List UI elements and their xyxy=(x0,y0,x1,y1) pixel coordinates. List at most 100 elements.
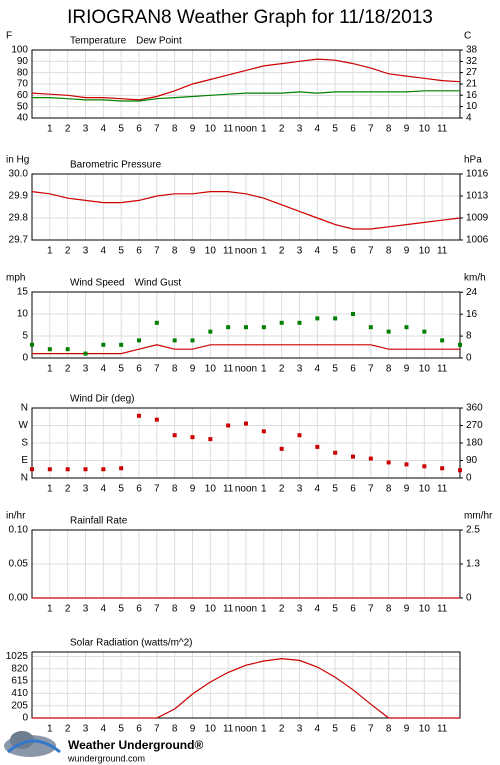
x-tick-label: 4 xyxy=(315,604,321,615)
x-tick-label: 4 xyxy=(315,484,321,495)
marker xyxy=(30,467,34,472)
x-tick-label: 8 xyxy=(172,484,178,495)
x-tick-label: 5 xyxy=(118,364,124,375)
x-tick-label: 10 xyxy=(419,246,431,257)
x-tick-label: 7 xyxy=(368,364,374,375)
x-tick-label: 6 xyxy=(136,484,142,495)
x-tick-label: 4 xyxy=(315,246,321,257)
x-tick-label: noon xyxy=(235,604,257,615)
x-tick-label: 1 xyxy=(47,484,53,495)
y2-tick-label: 10 xyxy=(466,101,478,112)
y-tick-label: 0 xyxy=(22,713,28,724)
y-tick-label: 29.8 xyxy=(9,213,29,224)
x-tick-label: 10 xyxy=(205,604,217,615)
y-tick-label: 40 xyxy=(17,113,29,124)
x-tick-label: 6 xyxy=(350,246,356,257)
x-tick-label: 3 xyxy=(297,124,303,135)
marker xyxy=(190,435,195,440)
marker xyxy=(404,325,409,330)
x-tick-label: 10 xyxy=(205,724,217,735)
x-tick-label: 11 xyxy=(437,484,448,495)
x-tick-label: 1 xyxy=(47,724,53,735)
x-tick-label: 8 xyxy=(386,484,392,495)
y2-tick-label: 1013 xyxy=(466,191,489,202)
x-tick-label: 4 xyxy=(101,604,107,615)
x-tick-label: 8 xyxy=(386,124,392,135)
x-tick-label: 11 xyxy=(437,604,448,615)
y2-tick-label: 1006 xyxy=(466,235,489,246)
x-tick-label: 2 xyxy=(279,604,285,615)
marker xyxy=(172,338,177,343)
legend-label: Wind Speed xyxy=(70,278,124,289)
y-tick-label: 0 xyxy=(22,353,28,364)
marker xyxy=(297,433,302,438)
x-tick-label: 5 xyxy=(118,604,124,615)
marker xyxy=(333,450,338,455)
x-tick-label: 8 xyxy=(386,246,392,257)
x-tick-label: 2 xyxy=(65,124,71,135)
x-tick-label: 10 xyxy=(419,364,431,375)
marker xyxy=(404,462,409,467)
marker xyxy=(279,446,284,451)
x-tick-label: 7 xyxy=(368,124,374,135)
marker xyxy=(244,325,248,330)
x-tick-label: 8 xyxy=(386,604,392,615)
y-tick-label: 60 xyxy=(17,90,29,101)
x-tick-label: 10 xyxy=(205,124,217,135)
x-tick-label: 1 xyxy=(261,484,267,495)
x-tick-label: 1 xyxy=(261,124,267,135)
x-tick-label: 5 xyxy=(332,484,338,495)
marker xyxy=(297,320,302,325)
y-axis-label: in/hr xyxy=(6,511,26,522)
marker xyxy=(440,338,445,343)
y-tick-label: E xyxy=(21,455,28,466)
marker xyxy=(101,467,106,472)
x-tick-label: 8 xyxy=(172,124,178,135)
y2-tick-label: 4 xyxy=(466,113,472,124)
x-tick-label: noon xyxy=(235,124,257,135)
x-tick-label: 3 xyxy=(83,724,89,735)
x-tick-label: noon xyxy=(235,724,257,735)
x-tick-label: 7 xyxy=(154,484,160,495)
series-line xyxy=(32,344,460,355)
marker xyxy=(226,325,231,330)
x-tick-label: 9 xyxy=(404,604,410,615)
logo xyxy=(4,731,61,757)
x-tick-label: 8 xyxy=(172,246,178,257)
x-tick-label: 6 xyxy=(350,724,356,735)
x-tick-label: 5 xyxy=(332,724,338,735)
marker xyxy=(261,325,266,330)
x-tick-label: 9 xyxy=(190,604,196,615)
x-tick-label: 5 xyxy=(118,484,124,495)
marker xyxy=(458,468,462,473)
x-tick-label: 3 xyxy=(83,364,89,375)
y-tick-label: S xyxy=(21,438,28,449)
x-tick-label: 1 xyxy=(47,246,53,257)
marker xyxy=(422,464,427,469)
marker xyxy=(208,437,213,442)
x-tick-label: 10 xyxy=(419,124,431,135)
plot-frame xyxy=(31,407,461,479)
marker xyxy=(244,421,248,426)
legend-label: Solar Radiation (watts/m^2) xyxy=(70,638,193,649)
legend-label: Temperature xyxy=(70,36,127,47)
x-tick-label: 6 xyxy=(350,124,356,135)
x-tick-label: 6 xyxy=(350,484,356,495)
marker xyxy=(333,316,338,321)
series-line xyxy=(31,58,461,101)
y2-tick-label: 21 xyxy=(466,79,478,90)
x-tick-label: 2 xyxy=(65,246,71,257)
marker xyxy=(315,444,320,449)
marker xyxy=(386,329,391,334)
x-tick-label: 9 xyxy=(190,124,196,135)
y2-tick-label: 0 xyxy=(466,473,472,484)
x-tick-label: 11 xyxy=(437,246,448,257)
x-tick-label: 10 xyxy=(419,724,431,735)
y-tick-label: 15 xyxy=(17,287,29,298)
marker xyxy=(386,460,391,465)
y2-tick-label: 0 xyxy=(466,593,472,604)
y-tick-label: N xyxy=(21,473,28,484)
marker xyxy=(83,351,88,356)
y-tick-label: 30.0 xyxy=(9,169,29,180)
x-tick-label: 7 xyxy=(368,604,374,615)
